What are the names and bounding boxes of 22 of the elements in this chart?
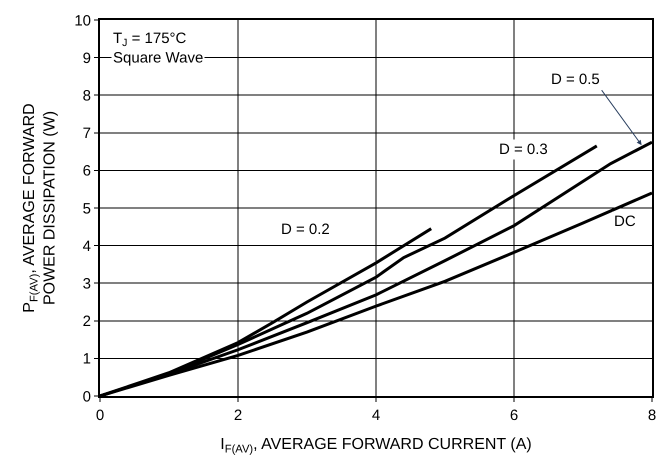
x-tick-label: 4 <box>372 407 380 424</box>
y-tick-label: 6 <box>82 162 91 180</box>
y-tick-label: 1 <box>82 350 91 368</box>
y-tick-label: 3 <box>82 275 91 292</box>
x-tick-label: 0 <box>96 407 104 424</box>
y-tick-label: 4 <box>82 238 91 255</box>
x-axis-title: I$_{F(AV)}$, AVERAGE FORWARD CURRENT (A) <box>220 436 532 456</box>
y-tick-label: 2 <box>82 313 91 330</box>
annotation: T$_{J}$ = 175°C Square Wave <box>113 30 204 66</box>
series-label: D = 0.3 <box>499 141 548 158</box>
y-tick-label: 7 <box>82 125 91 142</box>
y-tick-label: 10 <box>74 12 91 30</box>
x-tick-label: 2 <box>234 407 242 424</box>
text: D = 0.2 <box>281 221 330 238</box>
y-tick-label: 8 <box>82 87 91 104</box>
y-tick-label: 0 <box>82 388 91 406</box>
y-tick-label: 9 <box>82 50 91 67</box>
text: D = 0.5 <box>551 71 600 88</box>
x-tick-label: 8 <box>648 407 656 424</box>
x-tick-label: 6 <box>510 407 518 424</box>
series-label: DC <box>614 213 636 230</box>
y-tick-label: 5 <box>82 200 91 218</box>
